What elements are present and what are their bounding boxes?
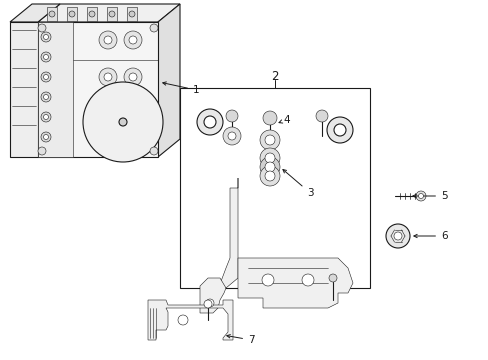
Bar: [38, 22, 73, 157]
Circle shape: [150, 24, 158, 32]
Circle shape: [41, 92, 51, 102]
Circle shape: [124, 31, 142, 49]
Bar: [127, 7, 137, 21]
Circle shape: [262, 274, 273, 286]
Polygon shape: [220, 178, 238, 288]
Circle shape: [393, 232, 401, 240]
Circle shape: [43, 95, 48, 99]
Circle shape: [205, 299, 214, 307]
Circle shape: [260, 148, 280, 168]
Circle shape: [43, 135, 48, 140]
Text: 3: 3: [283, 170, 313, 198]
Bar: [180, 88, 369, 288]
Text: 4: 4: [279, 115, 289, 125]
Circle shape: [264, 135, 274, 145]
Circle shape: [129, 36, 137, 44]
Circle shape: [260, 130, 280, 150]
Circle shape: [150, 147, 158, 155]
Circle shape: [264, 162, 274, 172]
Polygon shape: [148, 300, 232, 340]
Circle shape: [326, 117, 352, 143]
Polygon shape: [238, 258, 352, 308]
Circle shape: [227, 132, 236, 140]
Polygon shape: [38, 4, 180, 22]
Circle shape: [89, 11, 95, 17]
Circle shape: [43, 75, 48, 80]
Text: 7: 7: [226, 334, 254, 345]
Bar: [47, 7, 57, 21]
Bar: [67, 7, 77, 21]
Bar: [38, 22, 158, 157]
Circle shape: [49, 11, 55, 17]
Circle shape: [264, 153, 274, 163]
Circle shape: [41, 72, 51, 82]
Circle shape: [43, 114, 48, 120]
Circle shape: [415, 191, 425, 201]
Circle shape: [124, 68, 142, 86]
Text: 2: 2: [271, 69, 278, 82]
Circle shape: [225, 110, 238, 122]
Circle shape: [43, 35, 48, 40]
Circle shape: [203, 300, 212, 308]
Polygon shape: [10, 4, 60, 22]
Circle shape: [333, 124, 346, 136]
Circle shape: [328, 274, 336, 282]
Circle shape: [129, 11, 135, 17]
Circle shape: [99, 31, 117, 49]
Circle shape: [109, 11, 115, 17]
Circle shape: [38, 24, 46, 32]
Circle shape: [43, 54, 48, 59]
Text: 5: 5: [412, 191, 447, 201]
Circle shape: [38, 147, 46, 155]
Circle shape: [119, 118, 127, 126]
Circle shape: [99, 68, 117, 86]
Circle shape: [41, 32, 51, 42]
Bar: [87, 7, 97, 21]
Circle shape: [41, 112, 51, 122]
Circle shape: [178, 315, 187, 325]
Polygon shape: [158, 4, 180, 157]
Circle shape: [83, 82, 163, 162]
Circle shape: [260, 166, 280, 186]
Circle shape: [223, 127, 241, 145]
Circle shape: [264, 171, 274, 181]
Text: 1: 1: [163, 82, 199, 95]
Circle shape: [203, 116, 216, 128]
Circle shape: [41, 52, 51, 62]
Bar: [10, 22, 38, 157]
Polygon shape: [200, 278, 225, 313]
Circle shape: [263, 111, 276, 125]
Circle shape: [104, 73, 112, 81]
Circle shape: [260, 157, 280, 177]
Circle shape: [197, 109, 223, 135]
Bar: [107, 7, 117, 21]
Circle shape: [315, 110, 327, 122]
Circle shape: [129, 73, 137, 81]
Circle shape: [302, 274, 313, 286]
Circle shape: [385, 224, 409, 248]
Text: 6: 6: [413, 231, 447, 241]
Circle shape: [104, 36, 112, 44]
Circle shape: [41, 132, 51, 142]
Circle shape: [418, 194, 423, 198]
Circle shape: [69, 11, 75, 17]
